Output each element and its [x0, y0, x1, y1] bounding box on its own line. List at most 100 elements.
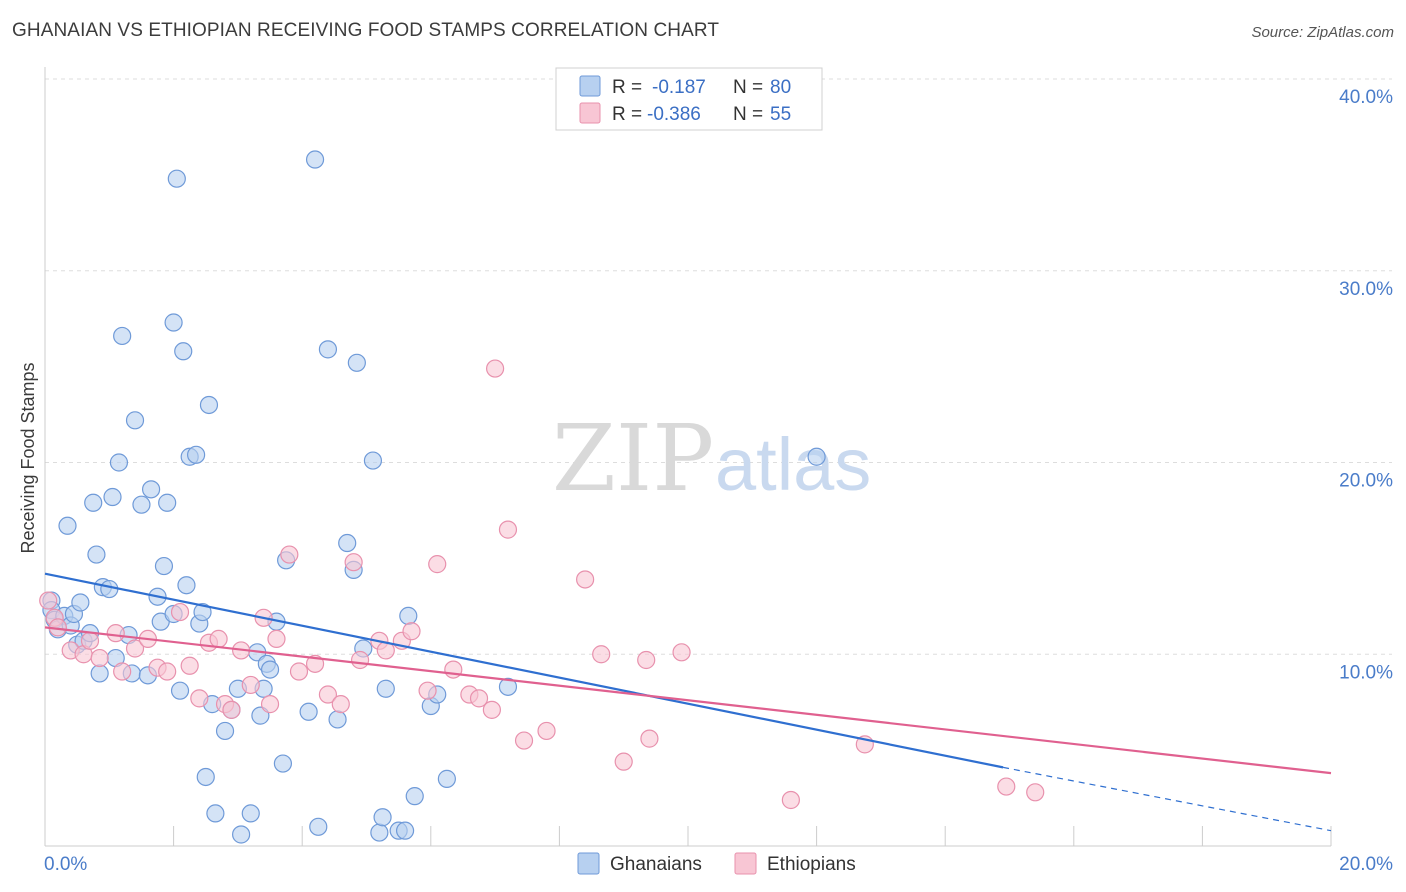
ethiopian-point-12	[158, 662, 177, 681]
ethiopian-point-7	[106, 624, 125, 643]
ethiopian-point-9	[125, 639, 145, 658]
series-ghanaians-points	[42, 150, 826, 844]
y-axis-label: Receiving Food Stamps	[18, 362, 38, 553]
bottom-legend-label-ghanaians: Ghanaians	[610, 854, 702, 875]
legend-n-value-ghanaians: 80	[770, 77, 791, 98]
ethiopian-point-26	[289, 662, 309, 681]
ethiopian-point-6	[90, 648, 109, 668]
ethiopian-point-28	[318, 685, 338, 704]
ethiopian-point-48	[614, 752, 633, 771]
legend-n-label-ethiopians: N =	[733, 104, 763, 125]
ethiopian-point-8	[113, 662, 132, 681]
bottom-legend-label-ethiopians: Ethiopians	[767, 854, 856, 875]
ethiopian-point-52	[781, 790, 800, 810]
ghanaian-point-12	[84, 493, 103, 512]
y-tick-label-0: 10.0%	[1339, 662, 1393, 683]
watermark-zip: ZIP	[552, 405, 714, 512]
ghanaian-point-35	[174, 342, 193, 361]
ghanaian-point-41	[196, 767, 215, 787]
ghanaian-point-63	[338, 533, 357, 553]
ghanaian-point-73	[399, 606, 418, 626]
y-tick-labels: 10.0% 20.0% 30.0% 40.0%	[1339, 87, 1393, 683]
ghanaian-point-38	[187, 445, 206, 464]
ghanaian-point-30	[158, 493, 177, 512]
series-ethiopians-points	[39, 359, 1045, 810]
ghanaian-point-49	[241, 804, 260, 823]
ghanaian-point-16	[100, 579, 119, 599]
legend-r-label-ethiopians: R =	[612, 104, 642, 125]
ghanaian-point-29	[154, 556, 174, 576]
ghanaian-point-20	[113, 326, 132, 346]
legend-r-value-ghanaians: -0.187	[652, 77, 706, 98]
stats-legend: R = -0.187 N = 80 R = -0.386 N = 55	[555, 67, 823, 131]
ethiopian-point-40	[469, 689, 489, 708]
y-tick-label-1: 20.0%	[1339, 471, 1393, 492]
bottom-legend-swatch-ethiopians	[734, 852, 757, 875]
ghanaian-point-59	[305, 150, 325, 169]
ethiopian-point-29	[331, 695, 350, 714]
ethiopian-point-41	[482, 700, 501, 719]
series-legend: Ghanaians Ethiopians	[577, 852, 856, 875]
ghanaian-point-17	[103, 487, 122, 507]
ghanaian-point-32	[164, 313, 183, 332]
ghanaian-point-33	[167, 169, 186, 188]
trend-line-ethiopians	[44, 626, 1332, 775]
ethiopian-point-42	[486, 359, 505, 378]
ethiopian-point-50	[640, 729, 659, 748]
ghanaian-point-74	[405, 787, 424, 806]
ethiopian-point-45	[537, 721, 556, 741]
ethiopian-point-19	[222, 700, 241, 719]
ethiopian-point-51	[672, 643, 691, 662]
ghanaian-point-77	[437, 769, 456, 788]
ghanaian-point-58	[299, 702, 318, 721]
legend-r-label-ghanaians: R =	[612, 77, 642, 98]
ghanaian-point-56	[273, 754, 293, 773]
x-tick-marks	[44, 826, 1332, 846]
ethiopian-point-25	[280, 545, 299, 564]
ethiopian-point-17	[209, 629, 228, 649]
ghanaian-point-23	[125, 411, 145, 430]
ethiopian-point-38	[444, 660, 463, 679]
ghanaian-point-65	[347, 353, 366, 372]
ghanaian-point-60	[309, 817, 328, 836]
ghanaian-point-62	[328, 710, 347, 729]
legend-n-value-ethiopians: 55	[770, 104, 791, 125]
ethiopian-point-24	[267, 629, 286, 649]
ghanaian-point-34	[170, 681, 190, 700]
ethiopian-point-0	[39, 591, 58, 610]
ethiopian-point-46	[576, 570, 595, 589]
ethiopian-point-47	[592, 645, 611, 664]
ghanaian-point-48	[232, 825, 251, 844]
ethiopian-point-54	[997, 777, 1016, 796]
ghanaian-point-67	[363, 451, 383, 470]
ghanaian-point-40	[193, 602, 212, 622]
ghanaian-point-24	[132, 495, 151, 514]
ghanaian-point-13	[87, 545, 106, 564]
y-tick-label-3: 40.0%	[1339, 87, 1393, 108]
x-tick-label-max: 20.0%	[1339, 854, 1393, 875]
ghanaian-point-26	[141, 480, 161, 499]
chart-title: GHANAIAN VS ETHIOPIAN RECEIVING FOOD STA…	[12, 20, 720, 41]
ghanaian-point-61	[318, 340, 338, 359]
ghanaian-point-19	[109, 453, 129, 472]
ethiopian-point-35	[402, 622, 421, 641]
ghanaian-point-14	[90, 664, 109, 683]
ghanaian-point-9	[71, 593, 90, 612]
ethiopian-point-15	[190, 689, 209, 708]
ethiopian-point-21	[241, 675, 260, 695]
ghanaian-point-5	[58, 516, 77, 535]
ethiopian-point-31	[350, 650, 370, 670]
ghanaian-point-42	[199, 395, 219, 415]
ethiopian-point-14	[180, 656, 199, 675]
ghanaian-point-45	[215, 721, 235, 741]
grid-layer	[45, 78, 1392, 655]
ghanaian-point-69	[373, 808, 392, 827]
ethiopian-point-30	[344, 553, 363, 572]
ethiopian-point-37	[428, 555, 447, 574]
trend-lines	[44, 572, 1332, 832]
ethiopian-point-43	[498, 520, 518, 539]
trend-line-ghanaians	[44, 572, 1004, 769]
trend-line-ghanaians-extension	[1002, 766, 1332, 832]
ethiopian-point-49	[637, 650, 656, 670]
